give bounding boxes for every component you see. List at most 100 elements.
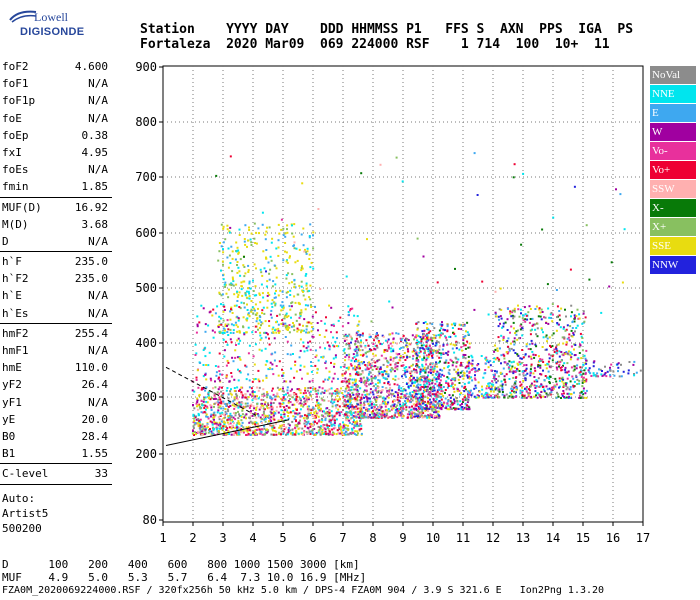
- echo-point: [306, 247, 309, 250]
- echo-point: [230, 427, 233, 430]
- echo-point: [366, 238, 368, 241]
- echo-point: [266, 391, 269, 394]
- echo-point: [263, 427, 266, 430]
- echo-point: [571, 375, 574, 378]
- echo-point: [407, 384, 410, 387]
- echo-point: [296, 330, 299, 333]
- polarization-legend: NoVal NNE E W Vo- Vo+ SSW X- X+ SSE NNW: [650, 66, 696, 275]
- echo-point: [585, 359, 588, 362]
- echo-point: [273, 395, 276, 398]
- echo-point: [392, 407, 395, 409]
- echo-point: [326, 427, 329, 430]
- echo-point: [280, 218, 283, 221]
- echo-point: [432, 416, 435, 419]
- echo-point: [296, 388, 299, 391]
- echo-point: [544, 316, 547, 319]
- echo-point: [312, 428, 315, 431]
- echo-point: [313, 407, 316, 410]
- echo-point: [340, 431, 343, 434]
- echo-point: [383, 415, 386, 418]
- echo-point: [411, 391, 414, 393]
- echo-point: [442, 352, 445, 355]
- echo-point: [529, 368, 532, 371]
- echo-point: [359, 420, 361, 422]
- echo-point: [582, 310, 585, 313]
- echo-point: [311, 326, 313, 329]
- echo-point: [430, 401, 433, 404]
- param-name: fmin: [2, 180, 29, 194]
- echo-point: [269, 313, 272, 316]
- echo-point: [289, 389, 292, 392]
- echo-point: [369, 413, 371, 416]
- echo-point: [427, 393, 430, 396]
- echo-point: [399, 405, 402, 407]
- echo-point: [622, 370, 625, 373]
- x-tick-label: 12: [486, 531, 500, 545]
- echo-point: [513, 386, 516, 389]
- echo-point: [449, 403, 452, 406]
- echo-point: [331, 398, 333, 401]
- echo-point: [318, 406, 321, 409]
- echo-point: [245, 413, 248, 416]
- echo-point: [511, 395, 514, 398]
- echo-point: [628, 361, 631, 363]
- echo-point: [456, 361, 459, 363]
- echo-point: [380, 406, 383, 409]
- echo-point: [524, 379, 527, 382]
- echo-point: [600, 373, 603, 376]
- echo-point: [248, 406, 251, 409]
- echo-point: [405, 366, 408, 368]
- echo-point: [304, 308, 307, 311]
- echo-point: [627, 372, 630, 375]
- echo-point: [548, 387, 551, 390]
- echo-point: [277, 395, 279, 398]
- echo-point: [520, 362, 523, 365]
- echo-point: [357, 394, 360, 396]
- echo-point: [207, 364, 210, 367]
- echo-point: [273, 426, 276, 429]
- echo-point: [276, 392, 279, 395]
- echo-point: [213, 420, 216, 423]
- echo-point: [408, 366, 411, 369]
- echo-point: [633, 373, 635, 375]
- echo-point: [422, 336, 425, 339]
- echo-point: [379, 413, 382, 416]
- echo-point: [464, 357, 467, 360]
- echo-point: [308, 235, 311, 237]
- echo-point: [427, 336, 430, 339]
- echo-point: [262, 412, 265, 415]
- echo-point: [287, 325, 289, 328]
- echo-point: [564, 352, 567, 355]
- echo-point: [293, 247, 296, 250]
- echo-point: [360, 432, 363, 435]
- echo-point: [310, 306, 313, 308]
- echo-point: [520, 243, 523, 246]
- echo-point: [291, 420, 294, 423]
- echo-point: [380, 343, 383, 346]
- echo-point: [509, 331, 511, 334]
- echo-point: [233, 407, 236, 410]
- echo-point: [290, 302, 293, 305]
- echo-point: [406, 345, 409, 348]
- echo-point: [536, 322, 539, 325]
- echo-point: [445, 405, 448, 408]
- echo-point: [254, 423, 257, 426]
- echo-point: [355, 416, 358, 418]
- echo-point: [445, 380, 448, 383]
- echo-point: [327, 400, 330, 402]
- echo-point: [312, 327, 315, 330]
- echo-point: [245, 296, 248, 299]
- echo-point: [420, 338, 423, 341]
- echo-point: [416, 384, 419, 387]
- param-row: MUF(D) 16.92: [0, 199, 112, 216]
- echo-point: [277, 246, 280, 249]
- echo-point: [230, 415, 233, 417]
- echo-point: [289, 353, 292, 356]
- echo-point: [232, 284, 235, 287]
- echo-point: [271, 389, 273, 392]
- echo-point: [255, 421, 258, 424]
- echo-point: [382, 376, 385, 379]
- echo-point: [299, 397, 302, 400]
- echo-point: [333, 432, 336, 435]
- echo-point: [348, 353, 351, 356]
